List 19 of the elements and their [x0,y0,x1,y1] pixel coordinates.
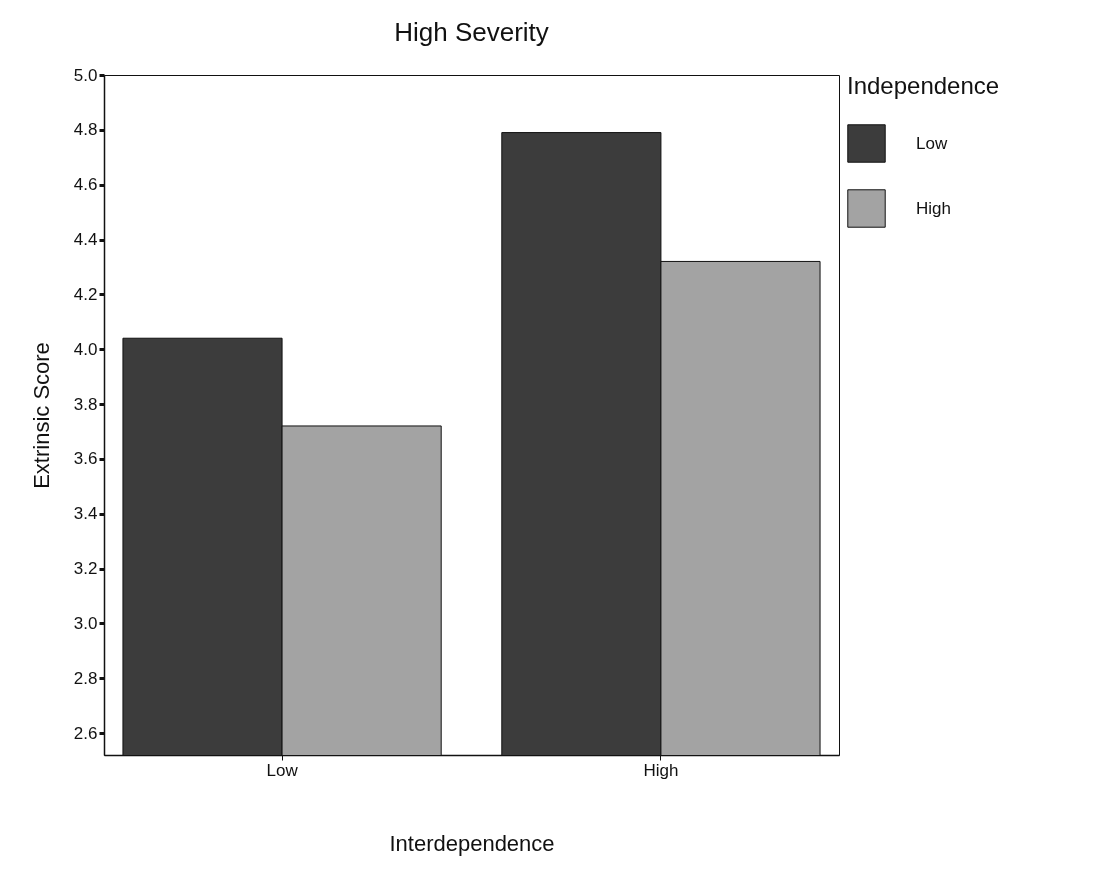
y-tick-label: 4.6 [73,175,98,195]
y-tick-label: 3.8 [73,394,98,414]
y-tick-label: 3.4 [73,504,98,524]
x-axis-title: Interdependence [389,830,555,856]
y-tick-label: 3.6 [73,449,98,469]
y-tick-label: 2.6 [73,723,98,743]
y-tick-label: 2.8 [73,668,98,688]
y-tick-label: 5.0 [73,65,98,85]
legend-label: High [916,198,951,218]
y-tick-label: 4.0 [73,339,98,359]
chart-title: High Severity [394,17,549,47]
y-tick-label: 4.4 [73,230,98,250]
y-tick-label: 4.2 [73,284,98,304]
legend-title: Independence [847,72,1000,99]
legend-label: Low [916,133,948,153]
y-axis-title: Extrinsic Score [28,342,54,489]
y-tick-label: 3.2 [73,559,98,579]
y-tick-label: 3.0 [73,613,98,633]
y-tick-label: 4.8 [73,120,98,140]
